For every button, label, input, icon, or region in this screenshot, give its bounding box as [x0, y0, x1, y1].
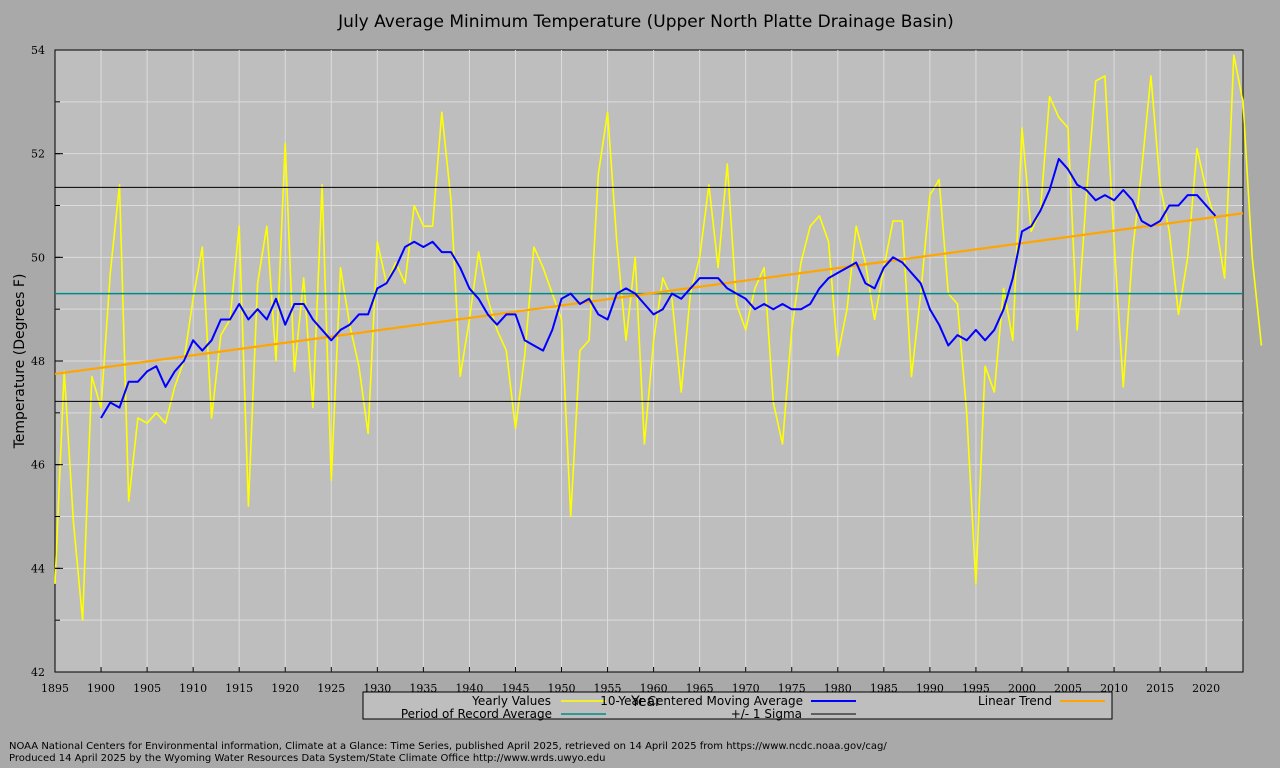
- x-tick-label: 1895: [41, 682, 69, 695]
- x-tick-label: 2020: [1192, 682, 1220, 695]
- legend-label-por-average: Period of Record Average: [401, 707, 552, 721]
- y-tick-label: 54: [31, 44, 45, 57]
- chart-title: July Average Minimum Temperature (Upper …: [337, 12, 954, 32]
- x-tick-label: 1905: [133, 682, 161, 695]
- legend: Yearly Values 10-Year Centered Moving Av…: [362, 691, 1113, 721]
- y-tick-label: 44: [31, 562, 45, 575]
- yearly-values-layer: [54, 54, 1263, 622]
- x-tick-label: 1915: [225, 682, 253, 695]
- y-tick-label: 42: [31, 666, 45, 679]
- x-axis-label: Year: [630, 694, 661, 710]
- linear-trend-line: [54, 212, 1244, 376]
- x-tick-label: 1920: [271, 682, 299, 695]
- y-axis-label: Temperature (Degrees F): [12, 274, 28, 450]
- y-tick-label: 48: [31, 355, 45, 368]
- y-tick-label: 46: [31, 459, 45, 472]
- legend-label-moving-average: 10-Year Centered Moving Average: [600, 694, 803, 708]
- trend-layer: [54, 212, 1244, 376]
- legend-label-sigma: +/- 1 Sigma: [731, 707, 802, 721]
- x-tick-label: 2015: [1146, 682, 1174, 695]
- yearly-values-series: [54, 54, 1263, 622]
- credit-line-2: Produced 14 April 2025 by the Wyoming Wa…: [9, 753, 606, 764]
- legend-label-yearly: Yearly Values: [471, 694, 551, 708]
- y-tick-label: 50: [31, 251, 45, 264]
- legend-box: [362, 691, 1113, 720]
- y-tick-label: 52: [31, 148, 45, 161]
- moving-average-layer: [100, 157, 1217, 419]
- credit-line-1: NOAA National Centers for Environmental …: [9, 741, 887, 752]
- x-tick-label: 1900: [87, 682, 115, 695]
- x-tick-label: 1910: [179, 682, 207, 695]
- moving-average-series: [100, 157, 1217, 419]
- legend-label-trend: Linear Trend: [978, 694, 1052, 708]
- x-tick-label: 1925: [317, 682, 345, 695]
- grid: [55, 50, 1243, 672]
